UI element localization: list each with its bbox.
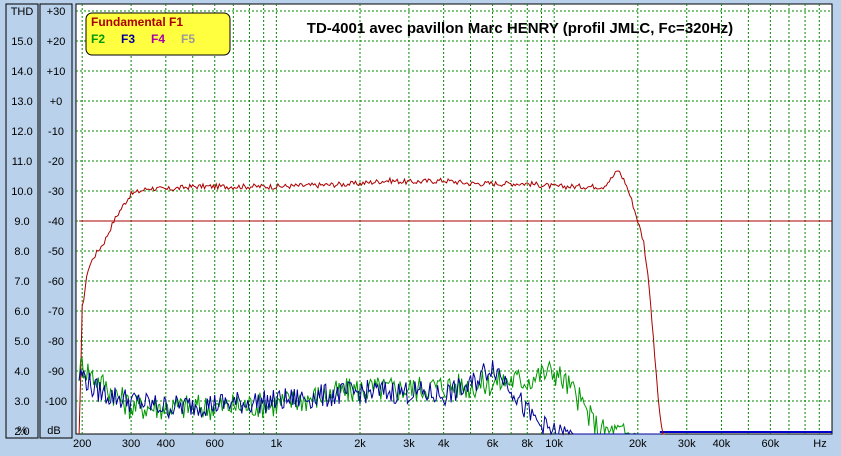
db-tick-label: +0 xyxy=(50,96,63,108)
x-tick-label: 600 xyxy=(206,438,224,450)
thd-tick-label: 2.0 xyxy=(14,426,29,438)
db-axis-panel xyxy=(39,3,73,439)
legend-box xyxy=(85,12,231,56)
db-tick-label: +30 xyxy=(47,6,66,18)
x-tick-label: 60k xyxy=(761,438,779,450)
db-tick-label: -100 xyxy=(45,396,67,408)
plot-area xyxy=(75,3,833,435)
thd-tick-label: 9.0 xyxy=(14,216,29,228)
thd-axis-unit: % xyxy=(17,425,27,437)
db-tick-label: -90 xyxy=(48,366,64,378)
x-tick-label: 1k xyxy=(271,438,283,450)
db-tick-label: -70 xyxy=(48,306,64,318)
x-tick-label: 3k xyxy=(403,438,415,450)
db-tick-label: -50 xyxy=(48,246,64,258)
series-line-fundamental-f1 xyxy=(78,170,665,435)
legend-f2: F2 xyxy=(91,32,105,46)
thd-tick-label: 4.0 xyxy=(14,366,29,378)
chart-title: TD-4001 avec pavillon Marc HENRY (profil… xyxy=(307,20,733,37)
thd-axis-title: THD xyxy=(11,6,34,18)
legend-f3: F3 xyxy=(121,32,135,46)
db-tick-label: -60 xyxy=(48,276,64,288)
x-tick-label: 30k xyxy=(678,438,696,450)
legend-f4: F4 xyxy=(151,32,165,46)
x-tick-label: 40k xyxy=(713,438,731,450)
thd-tick-label: 15.0 xyxy=(11,36,32,48)
thd-axis-panel xyxy=(5,3,39,439)
x-tick-label: 200 xyxy=(73,438,91,450)
db-tick-label: -30 xyxy=(48,186,64,198)
db-tick-labels: +30 +20 +10 +0 -10 -20 -30 -40 -50 -60 -70 -80 -90 -1… xyxy=(45,6,67,408)
legend-f1: Fundamental F1 xyxy=(91,15,183,29)
thd-tick-label: 6.0 xyxy=(14,306,29,318)
x-tick-labels: 200 300 400 600 1k 2k 3k 4k 6k 8k 10k 20k 30k 40k 60k xyxy=(73,438,780,450)
x-tick-label: 6k xyxy=(487,438,499,450)
db-tick-label: +20 xyxy=(47,36,66,48)
x-tick-label: 10k xyxy=(545,438,563,450)
x-tick-label: 300 xyxy=(122,438,140,450)
grid-lines xyxy=(76,4,832,434)
x-tick-label: 20k xyxy=(629,438,647,450)
db-tick-label: -80 xyxy=(48,336,64,348)
thd-tick-label: 5.0 xyxy=(14,336,29,348)
db-tick-label: -10 xyxy=(48,126,64,138)
legend: Fundamental F1 F2 F3 F4 F5 xyxy=(85,12,231,56)
thd-tick-label: 3.0 xyxy=(14,396,29,408)
x-tick-label: 8k xyxy=(521,438,533,450)
thd-tick-label: 10.0 xyxy=(11,186,32,198)
thd-tick-label: 7.0 xyxy=(14,276,29,288)
series-lines xyxy=(78,170,665,436)
series-line-f3 xyxy=(78,360,660,436)
db-tick-label: -40 xyxy=(48,216,64,228)
db-axis-unit: dB xyxy=(47,425,60,437)
thd-tick-labels: 15.0 14.0 13.0 12.0 11.0 10.0 9.0 8.0 7.0 6.0 5.0 4… xyxy=(11,36,33,438)
thd-tick-label: 12.0 xyxy=(11,126,32,138)
thd-tick-label: 8.0 xyxy=(14,246,29,258)
db-tick-label: -20 xyxy=(48,156,64,168)
x-tick-label: 4k xyxy=(438,438,450,450)
x-axis-unit: Hz xyxy=(813,438,826,450)
thd-tick-label: 13.0 xyxy=(11,96,32,108)
db-tick-label: +10 xyxy=(47,66,66,78)
thd-tick-label: 11.0 xyxy=(12,156,33,168)
legend-f5: F5 xyxy=(181,32,195,46)
x-tick-label: 2k xyxy=(354,438,366,450)
x-tick-label: 400 xyxy=(157,438,175,450)
thd-tick-label: 14.0 xyxy=(11,66,32,78)
